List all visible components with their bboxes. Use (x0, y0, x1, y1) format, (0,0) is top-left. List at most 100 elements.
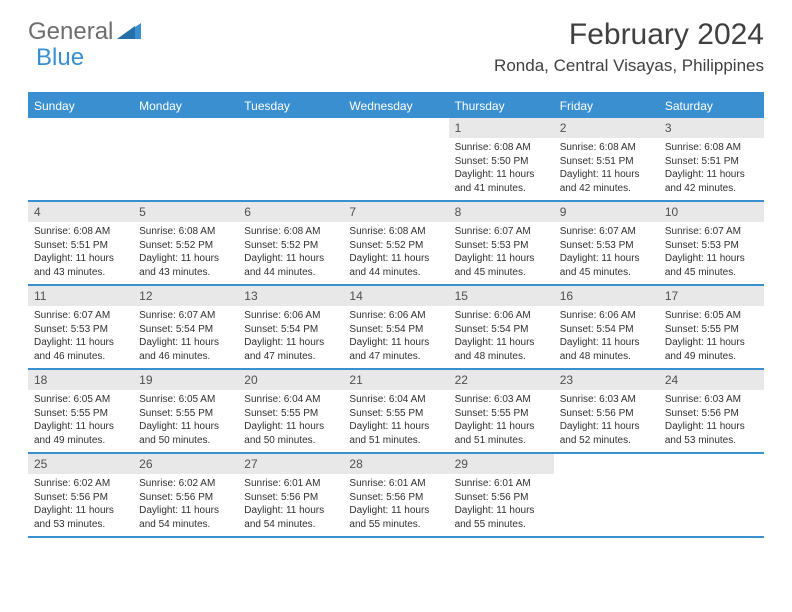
day-info-line: Sunrise: 6:01 AM (244, 477, 337, 491)
day-info-line: Sunrise: 6:08 AM (665, 141, 758, 155)
day-cell (343, 118, 448, 200)
day-info-line: Sunrise: 6:08 AM (455, 141, 548, 155)
day-info-line: Sunset: 5:52 PM (349, 239, 442, 253)
day-info-line: Sunrise: 6:08 AM (139, 225, 232, 239)
day-cell: 4Sunrise: 6:08 AMSunset: 5:51 PMDaylight… (28, 202, 133, 284)
day-cell: 18Sunrise: 6:05 AMSunset: 5:55 PMDayligh… (28, 370, 133, 452)
day-info-line: and 46 minutes. (34, 350, 127, 364)
day-info-line: Sunset: 5:56 PM (665, 407, 758, 421)
day-info-line: Daylight: 11 hours (560, 252, 653, 266)
day-number: 15 (449, 286, 554, 306)
week-row: 4Sunrise: 6:08 AMSunset: 5:51 PMDaylight… (28, 202, 764, 286)
day-info-line: Sunset: 5:53 PM (560, 239, 653, 253)
day-info-line: Sunset: 5:54 PM (560, 323, 653, 337)
calendar: Sunday Monday Tuesday Wednesday Thursday… (28, 92, 764, 538)
day-info-line: Sunset: 5:51 PM (34, 239, 127, 253)
day-body: Sunrise: 6:08 AMSunset: 5:51 PMDaylight:… (554, 138, 659, 200)
month-title: February 2024 (494, 18, 764, 52)
week-row: 18Sunrise: 6:05 AMSunset: 5:55 PMDayligh… (28, 370, 764, 454)
day-body (659, 460, 764, 468)
day-body: Sunrise: 6:02 AMSunset: 5:56 PMDaylight:… (28, 474, 133, 536)
day-info-line: Daylight: 11 hours (34, 420, 127, 434)
day-info-line: Sunset: 5:53 PM (455, 239, 548, 253)
day-cell: 13Sunrise: 6:06 AMSunset: 5:54 PMDayligh… (238, 286, 343, 368)
day-body: Sunrise: 6:04 AMSunset: 5:55 PMDaylight:… (238, 390, 343, 452)
title-block: February 2024 Ronda, Central Visayas, Ph… (494, 18, 764, 76)
day-info-line: and 43 minutes. (139, 266, 232, 280)
day-number: 10 (659, 202, 764, 222)
weekday-header-row: Sunday Monday Tuesday Wednesday Thursday… (28, 94, 764, 118)
day-body: Sunrise: 6:05 AMSunset: 5:55 PMDaylight:… (133, 390, 238, 452)
day-body: Sunrise: 6:08 AMSunset: 5:52 PMDaylight:… (343, 222, 448, 284)
day-number: 7 (343, 202, 448, 222)
day-body: Sunrise: 6:06 AMSunset: 5:54 PMDaylight:… (343, 306, 448, 368)
day-info-line: and 46 minutes. (139, 350, 232, 364)
week-row: 25Sunrise: 6:02 AMSunset: 5:56 PMDayligh… (28, 454, 764, 538)
day-number: 1 (449, 118, 554, 138)
day-info-line: Sunrise: 6:08 AM (34, 225, 127, 239)
day-cell: 17Sunrise: 6:05 AMSunset: 5:55 PMDayligh… (659, 286, 764, 368)
day-info-line: and 42 minutes. (560, 182, 653, 196)
weekday-monday: Monday (133, 94, 238, 118)
day-body: Sunrise: 6:07 AMSunset: 5:53 PMDaylight:… (449, 222, 554, 284)
day-number: 23 (554, 370, 659, 390)
day-cell (28, 118, 133, 200)
day-info-line: and 44 minutes. (349, 266, 442, 280)
day-info-line: Daylight: 11 hours (244, 504, 337, 518)
day-number: 27 (238, 454, 343, 474)
day-info-line: and 53 minutes. (34, 518, 127, 532)
day-info-line: Sunset: 5:56 PM (34, 491, 127, 505)
day-info-line: Sunrise: 6:08 AM (349, 225, 442, 239)
weekday-saturday: Saturday (659, 94, 764, 118)
day-body: Sunrise: 6:06 AMSunset: 5:54 PMDaylight:… (238, 306, 343, 368)
day-info-line: Sunset: 5:51 PM (560, 155, 653, 169)
day-number: 29 (449, 454, 554, 474)
day-info-line: Sunset: 5:53 PM (34, 323, 127, 337)
day-number: 17 (659, 286, 764, 306)
day-cell: 26Sunrise: 6:02 AMSunset: 5:56 PMDayligh… (133, 454, 238, 536)
day-info-line: Sunset: 5:56 PM (455, 491, 548, 505)
day-info-line: Daylight: 11 hours (349, 252, 442, 266)
day-info-line: Sunrise: 6:07 AM (34, 309, 127, 323)
week-row: 11Sunrise: 6:07 AMSunset: 5:53 PMDayligh… (28, 286, 764, 370)
day-body: Sunrise: 6:07 AMSunset: 5:53 PMDaylight:… (554, 222, 659, 284)
day-info-line: Sunset: 5:51 PM (665, 155, 758, 169)
day-info-line: Sunset: 5:55 PM (139, 407, 232, 421)
day-info-line: Sunset: 5:54 PM (139, 323, 232, 337)
day-number: 28 (343, 454, 448, 474)
day-cell (238, 118, 343, 200)
day-info-line: and 49 minutes. (34, 434, 127, 448)
day-info-line: Sunrise: 6:08 AM (244, 225, 337, 239)
day-body: Sunrise: 6:08 AMSunset: 5:52 PMDaylight:… (133, 222, 238, 284)
header: General February 2024 Ronda, Central Vis… (0, 0, 792, 82)
day-info-line: Daylight: 11 hours (665, 336, 758, 350)
day-cell: 7Sunrise: 6:08 AMSunset: 5:52 PMDaylight… (343, 202, 448, 284)
day-info-line: Daylight: 11 hours (139, 252, 232, 266)
day-info-line: and 55 minutes. (455, 518, 548, 532)
logo-text-blue: Blue (36, 44, 84, 72)
day-info-line: Sunset: 5:56 PM (560, 407, 653, 421)
day-info-line: Sunset: 5:56 PM (349, 491, 442, 505)
day-info-line: Sunset: 5:52 PM (244, 239, 337, 253)
day-cell: 15Sunrise: 6:06 AMSunset: 5:54 PMDayligh… (449, 286, 554, 368)
day-info-line: Sunrise: 6:05 AM (665, 309, 758, 323)
day-body: Sunrise: 6:08 AMSunset: 5:51 PMDaylight:… (28, 222, 133, 284)
day-cell: 14Sunrise: 6:06 AMSunset: 5:54 PMDayligh… (343, 286, 448, 368)
day-body: Sunrise: 6:07 AMSunset: 5:53 PMDaylight:… (28, 306, 133, 368)
day-number: 18 (28, 370, 133, 390)
day-info-line: and 48 minutes. (455, 350, 548, 364)
day-number: 20 (238, 370, 343, 390)
day-info-line: and 45 minutes. (455, 266, 548, 280)
day-cell: 11Sunrise: 6:07 AMSunset: 5:53 PMDayligh… (28, 286, 133, 368)
day-info-line: and 55 minutes. (349, 518, 442, 532)
day-number: 13 (238, 286, 343, 306)
logo-line2: Blue (36, 44, 84, 72)
weekday-tuesday: Tuesday (238, 94, 343, 118)
day-body: Sunrise: 6:03 AMSunset: 5:56 PMDaylight:… (659, 390, 764, 452)
day-body: Sunrise: 6:06 AMSunset: 5:54 PMDaylight:… (554, 306, 659, 368)
day-info-line: and 41 minutes. (455, 182, 548, 196)
day-cell: 10Sunrise: 6:07 AMSunset: 5:53 PMDayligh… (659, 202, 764, 284)
day-info-line: Sunrise: 6:04 AM (349, 393, 442, 407)
day-info-line: Sunset: 5:53 PM (665, 239, 758, 253)
day-info-line: Daylight: 11 hours (34, 336, 127, 350)
